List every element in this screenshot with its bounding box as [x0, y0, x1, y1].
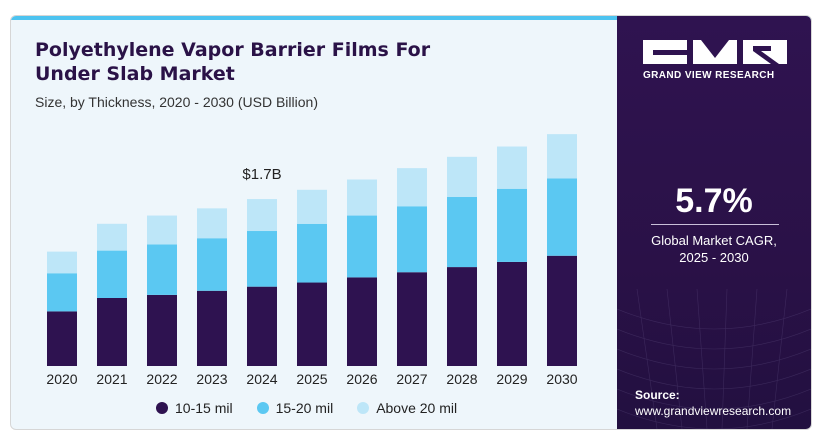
gvr-logo-icon	[643, 40, 787, 64]
top-accent-bar	[11, 16, 811, 20]
chart-title-line-2: Under Slab Market	[35, 63, 235, 85]
sidebar-panel: GRAND VIEW RESEARCH 5.7% Global Market C…	[617, 16, 811, 429]
bar-2022-10-15-mil	[147, 294, 177, 366]
bar-2020-15-20-mil	[47, 273, 77, 312]
legend-item-15-20-mil: 15-20 mil	[256, 400, 334, 416]
x-tick-label-2024: 2024	[246, 371, 277, 387]
bar-2028-10-15-mil	[447, 267, 477, 366]
bar-2021-15-20-mil	[97, 250, 127, 298]
x-tick-label-2021: 2021	[96, 371, 127, 387]
bar-2025-above-20-mil	[297, 189, 327, 224]
bar-2028-15-20-mil	[447, 197, 477, 268]
bar-2024-15-20-mil	[247, 231, 277, 287]
chart-title: Polyethylene Vapor Barrier Films For Und…	[35, 38, 455, 86]
bar-2026-above-20-mil	[347, 179, 377, 216]
bar-2026-10-15-mil	[347, 277, 377, 366]
bar-2024-10-15-mil	[247, 286, 277, 366]
bar-2029-above-20-mil	[497, 146, 527, 189]
bar-2023-above-20-mil	[197, 208, 227, 239]
x-tick-label-2029: 2029	[496, 371, 527, 387]
source-label: Source:	[635, 388, 680, 402]
cagr-value: 5.7%	[675, 182, 753, 220]
bar-2022-15-20-mil	[147, 244, 177, 295]
bar-2023-15-20-mil	[197, 238, 227, 291]
x-tick-label-2027: 2027	[396, 371, 427, 387]
bar-2028-above-20-mil	[447, 156, 477, 198]
bar-2023-10-15-mil	[197, 290, 227, 366]
x-tick-label-2026: 2026	[346, 371, 377, 387]
legend-swatch-15-20-mil	[256, 402, 269, 414]
legend-item-10-15-mil: 10-15 mil	[156, 400, 233, 416]
bar-2025-15-20-mil	[297, 223, 327, 283]
bar-2027-15-20-mil	[397, 206, 427, 273]
legend: 10-15 mil 15-20 mil Above 20 mil	[156, 400, 457, 416]
legend-label-15-20-mil: 15-20 mil	[275, 400, 334, 416]
x-tick-label-2022: 2022	[146, 371, 177, 387]
bar-2030-above-20-mil	[547, 134, 577, 179]
legend-label-10-15-mil: 10-15 mil	[175, 400, 233, 416]
bar-2024-above-20-mil	[247, 199, 277, 232]
source-link[interactable]: www.grandviewresearch.com	[635, 404, 792, 418]
legend-label-above-20-mil: Above 20 mil	[376, 400, 458, 416]
decorative-grid-pattern	[617, 289, 811, 429]
bar-2021-10-15-mil	[97, 297, 127, 366]
chart-title-line-1: Polyethylene Vapor Barrier Films For	[35, 39, 431, 61]
bar-2026-15-20-mil	[347, 215, 377, 278]
bar-2029-15-20-mil	[497, 188, 527, 262]
chart-subtitle: Size, by Thickness, 2020 - 2030 (USD Bil…	[35, 94, 318, 110]
cagr-divider	[651, 224, 779, 225]
cagr-label-line-2: 2025 - 2030	[679, 250, 749, 265]
bar-2022-above-20-mil	[147, 215, 177, 245]
x-tick-label-2028: 2028	[446, 371, 477, 387]
legend-swatch-above-20-mil	[357, 402, 370, 414]
data-label-2024: $1.7B	[242, 166, 281, 183]
bar-2027-10-15-mil	[397, 272, 427, 366]
cagr-label: Global Market CAGR, 2025 - 2030	[617, 232, 811, 266]
bar-2030-15-20-mil	[547, 178, 577, 256]
x-tick-label-2025: 2025	[296, 371, 327, 387]
bar-2021-above-20-mil	[97, 223, 127, 251]
bar-2025-10-15-mil	[297, 282, 327, 366]
brand-name: GRAND VIEW RESEARCH	[643, 70, 775, 81]
bar-chart: 2020 2021 2022 2023 2024 $1.7B 2025 2026 2027 202…	[46, 134, 578, 387]
bar-2030-10-15-mil	[547, 255, 577, 366]
legend-swatch-10-15-mil	[156, 402, 168, 414]
bar-2020-above-20-mil	[47, 251, 77, 274]
legend-item-above-20-mil: Above 20 mil	[357, 400, 457, 416]
bar-2027-above-20-mil	[397, 168, 427, 207]
x-tick-label-2020: 2020	[46, 371, 77, 387]
bar-2029-10-15-mil	[497, 261, 527, 366]
x-tick-label-2030: 2030	[546, 371, 577, 387]
bar-2020-10-15-mil	[47, 311, 77, 366]
x-tick-label-2023: 2023	[196, 371, 227, 387]
chart-card: Polyethylene Vapor Barrier Films For Und…	[10, 15, 812, 430]
cagr-label-line-1: Global Market CAGR,	[651, 233, 777, 248]
